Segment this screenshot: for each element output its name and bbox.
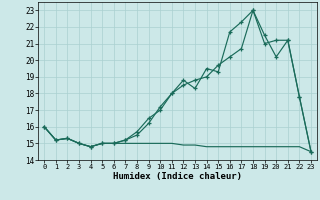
X-axis label: Humidex (Indice chaleur): Humidex (Indice chaleur)	[113, 172, 242, 181]
